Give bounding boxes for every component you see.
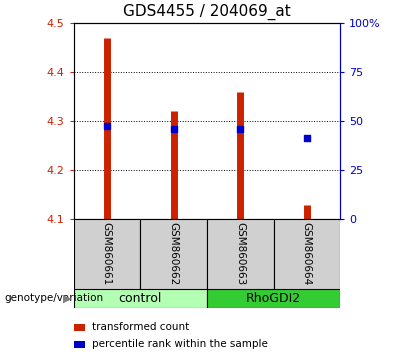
Bar — [273, 219, 340, 289]
Text: ▶: ▶ — [63, 293, 71, 303]
Title: GDS4455 / 204069_at: GDS4455 / 204069_at — [123, 4, 291, 20]
Text: percentile rank within the sample: percentile rank within the sample — [92, 339, 268, 349]
Text: control: control — [118, 292, 162, 305]
Bar — [74, 219, 140, 289]
Point — [170, 126, 177, 131]
Point — [304, 136, 310, 141]
Text: GSM860664: GSM860664 — [302, 222, 312, 286]
Bar — [140, 219, 207, 289]
Text: RhoGDI2: RhoGDI2 — [246, 292, 301, 305]
Text: transformed count: transformed count — [92, 322, 189, 332]
Point — [103, 123, 110, 129]
Bar — [207, 289, 340, 308]
Text: GSM860663: GSM860663 — [235, 222, 245, 286]
Text: GSM860661: GSM860661 — [102, 222, 112, 286]
Text: GSM860662: GSM860662 — [168, 222, 178, 286]
Text: genotype/variation: genotype/variation — [4, 293, 103, 303]
Point — [237, 126, 244, 131]
Bar — [207, 219, 273, 289]
Bar — [74, 289, 207, 308]
